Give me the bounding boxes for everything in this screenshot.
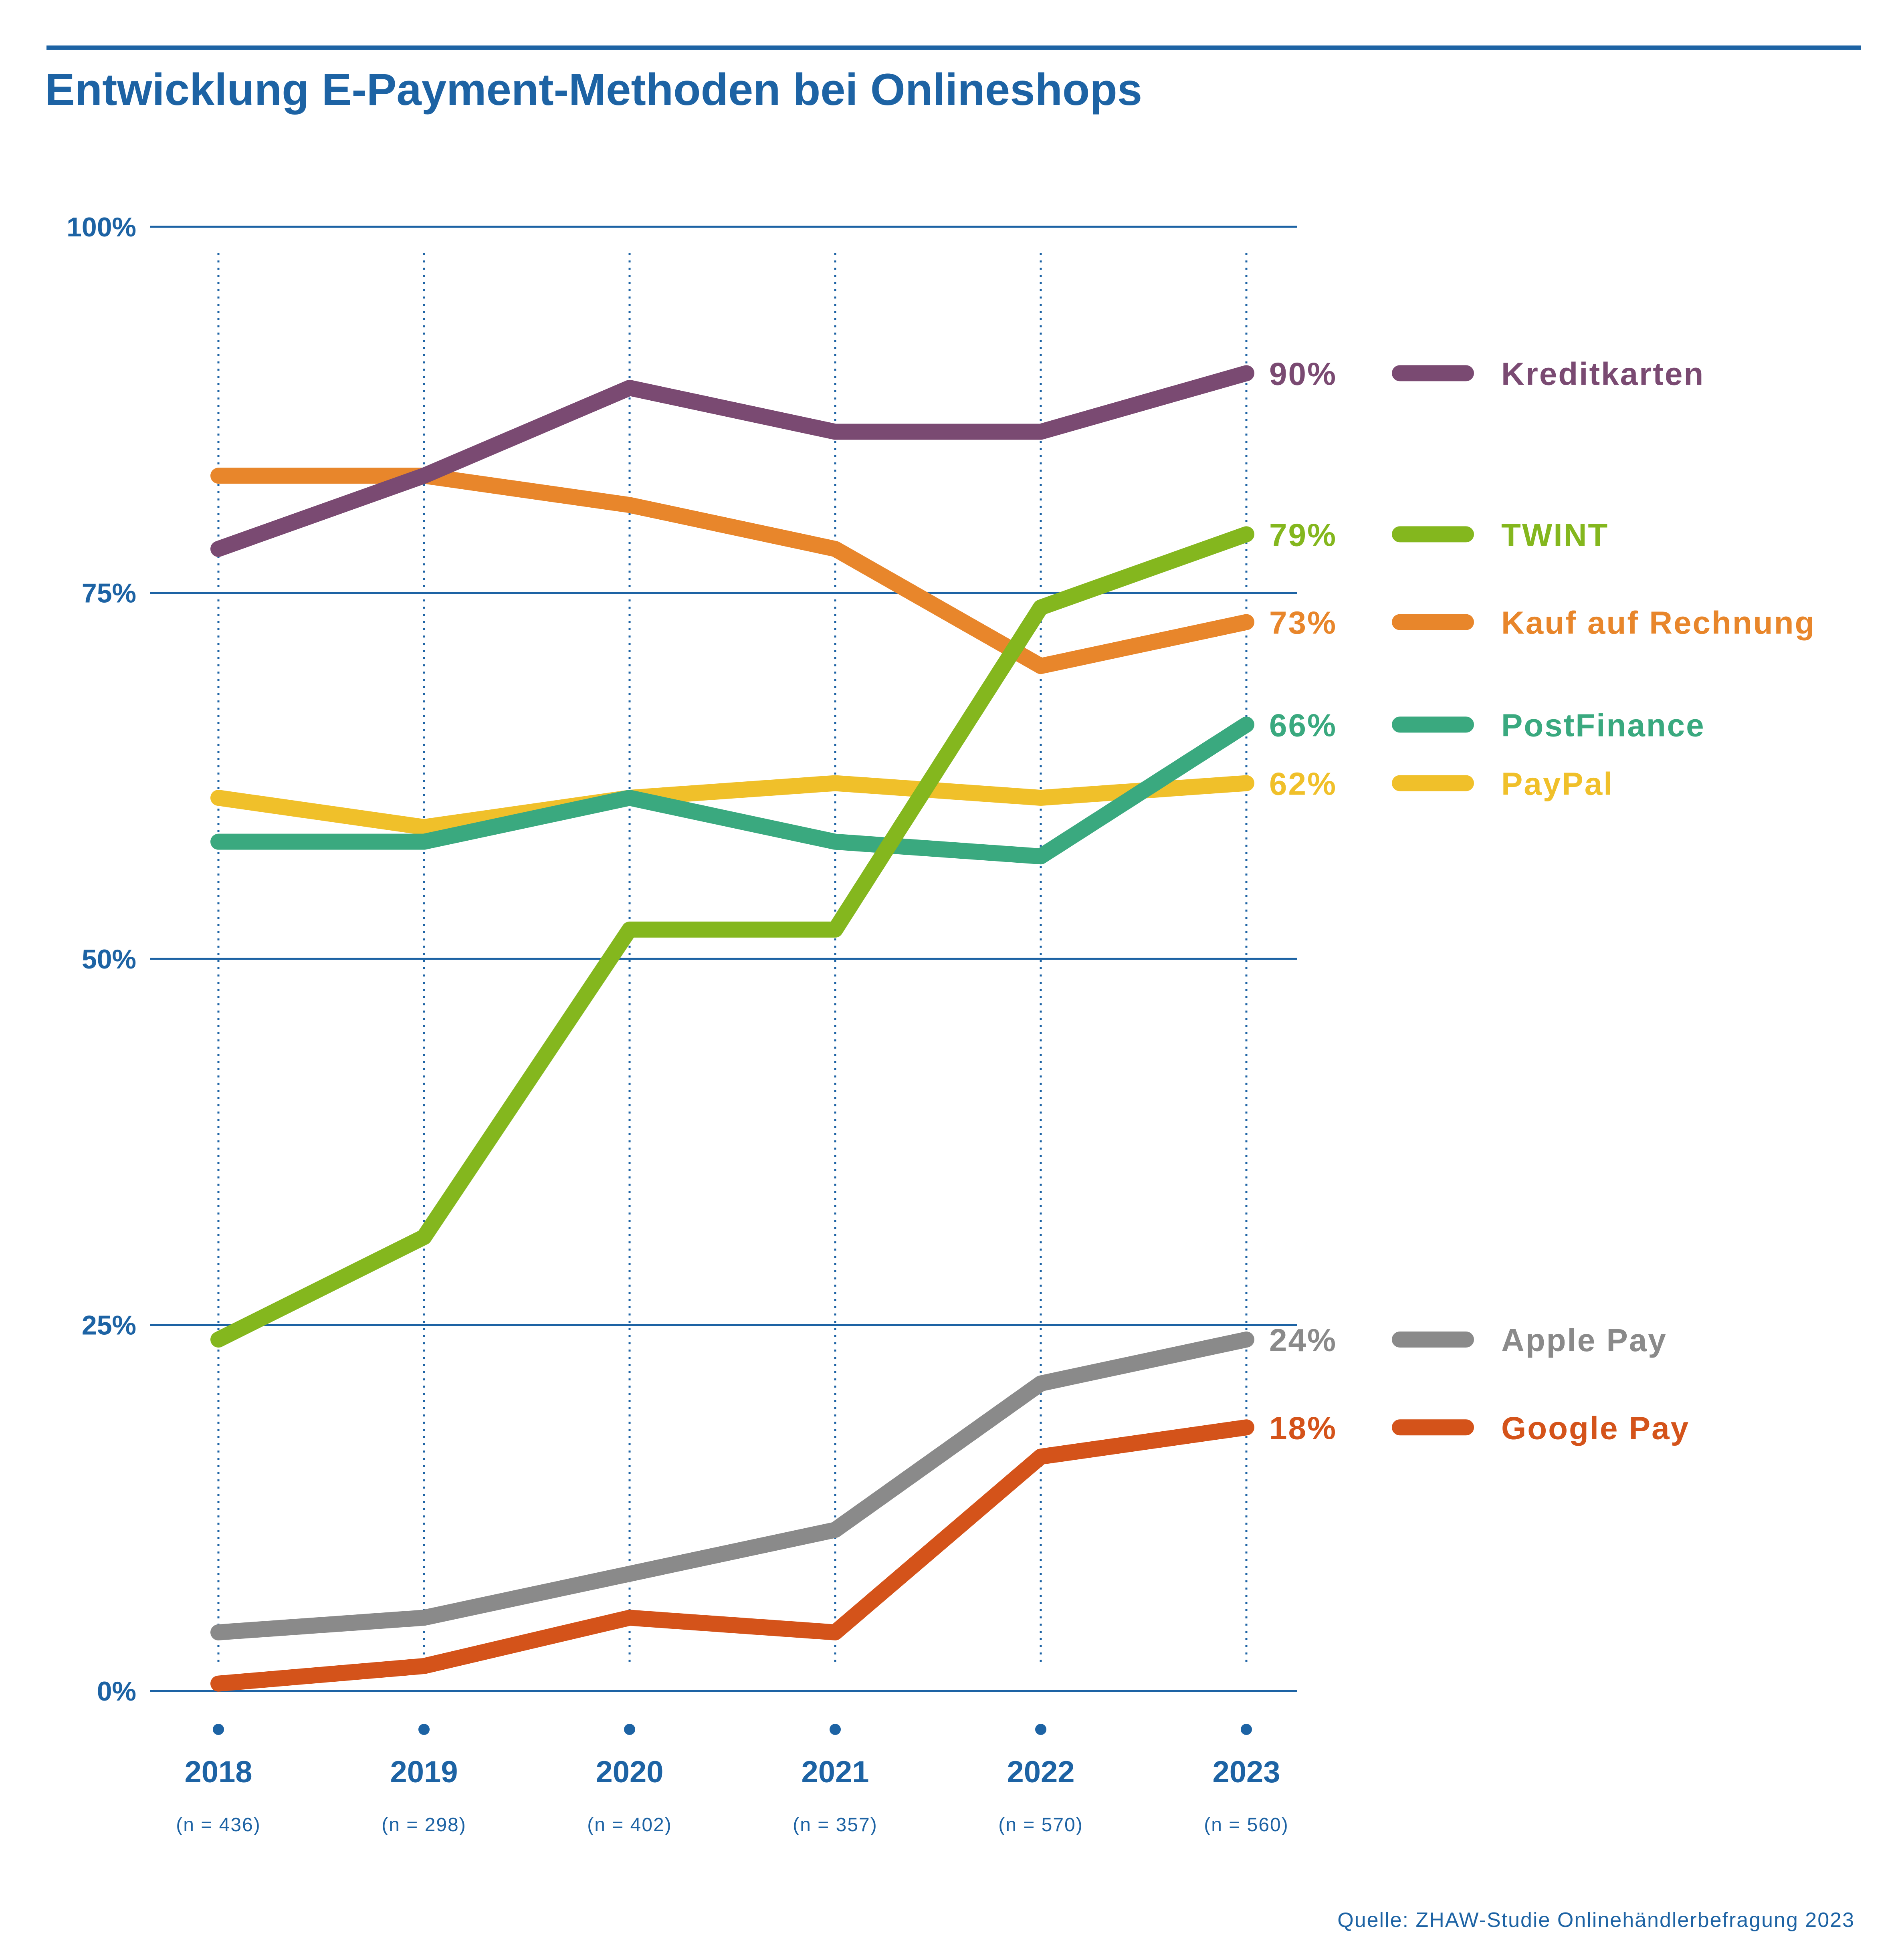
legend-label-postfinance: PostFinance: [1501, 707, 1705, 743]
legend-label-kreditkarten: Kreditkarten: [1501, 356, 1704, 391]
legend-label-google-pay: Google Pay: [1501, 1410, 1690, 1446]
legend-label-twint: TWINT: [1501, 517, 1609, 553]
x-tick-dot: [624, 1724, 635, 1735]
legend-label-apple-pay: Apple Pay: [1501, 1322, 1667, 1358]
y-tick-label: 25%: [82, 1310, 136, 1341]
end-value-kauf-auf-rechnung: 73%: [1269, 605, 1337, 641]
sample-size-label: (n = 298): [382, 1814, 466, 1836]
source-note: Quelle: ZHAW-Studie Onlinehändlerbefragu…: [1337, 1909, 1855, 1932]
gridlines: [150, 226, 1297, 1692]
x-tick-label: 2018: [184, 1755, 252, 1789]
x-tick-label: 2023: [1212, 1755, 1280, 1789]
legend-label-kauf-auf-rechnung: Kauf auf Rechnung: [1501, 605, 1815, 641]
series-line-google-pay: [210, 1419, 1254, 1692]
x-tick-label: 2019: [390, 1755, 458, 1789]
series-lines: [210, 365, 1254, 1692]
series-line-kreditkarten: [210, 365, 1254, 557]
series-line-twint: [210, 526, 1254, 1348]
sample-size-label: (n = 570): [998, 1814, 1083, 1836]
y-tick-label: 75%: [82, 578, 136, 609]
series-line-kauf-auf-rechnung: [210, 468, 1254, 674]
series-line-apple-pay: [210, 1332, 1254, 1640]
y-tick-label: 0%: [97, 1676, 136, 1707]
sample-size-label: (n = 357): [793, 1814, 877, 1836]
sample-size-label: (n = 436): [176, 1814, 260, 1836]
sample-size-label: (n = 402): [587, 1814, 672, 1836]
y-tick-label: 100%: [67, 212, 136, 242]
x-tick-dot: [830, 1724, 841, 1735]
end-value-apple-pay: 24%: [1269, 1322, 1337, 1358]
x-tick-label: 2022: [1007, 1755, 1074, 1789]
end-value-google-pay: 18%: [1269, 1410, 1337, 1446]
x-tick-dot: [1241, 1724, 1252, 1735]
end-value-paypal: 62%: [1269, 766, 1337, 802]
end-labels: 90% 79% 73% 66% 62% 24% 18%: [1269, 356, 1337, 1446]
series-line-paypal: [210, 775, 1254, 835]
legend: Kreditkarten TWINT Kauf auf Rechnung PostFi…: [1392, 356, 1815, 1446]
end-value-twint: 79%: [1269, 517, 1337, 553]
x-axis: 2018 (n = 436) 2019 (n = 298) 2020 (n = 402) 2…: [176, 1724, 1288, 1836]
end-value-postfinance: 66%: [1269, 707, 1337, 743]
legend-label-paypal: PayPal: [1501, 766, 1613, 802]
x-tick-label: 2021: [801, 1755, 869, 1789]
x-tick-dot: [418, 1724, 430, 1735]
x-tick-dot: [213, 1724, 224, 1735]
end-value-kreditkarten: 90%: [1269, 356, 1337, 391]
x-tick-label: 2020: [596, 1755, 663, 1789]
y-tick-label: 50%: [82, 944, 136, 974]
sample-size-label: (n = 560): [1204, 1814, 1288, 1836]
series-line-postfinance: [210, 716, 1254, 865]
x-tick-dot: [1035, 1724, 1046, 1735]
chart-title: Entwicklung E-Payment-Methoden bei Onlin…: [45, 65, 1142, 115]
y-axis: 0% 25% 50% 75% 100%: [67, 212, 136, 1707]
